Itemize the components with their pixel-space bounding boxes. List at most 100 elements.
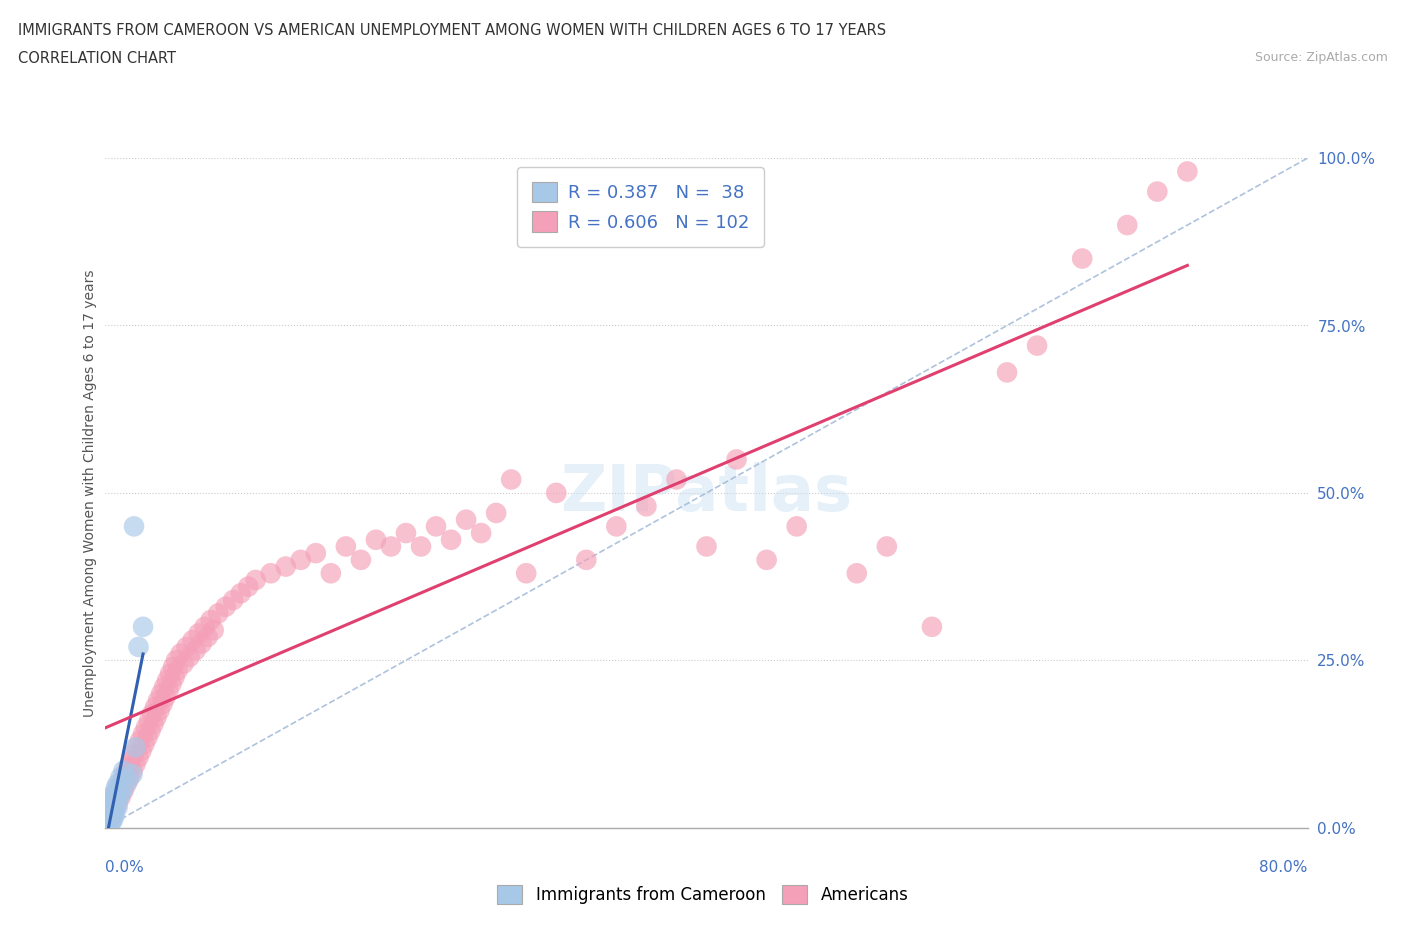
Point: [145, 710, 167, 724]
Point: [114, 766, 136, 781]
Point: [98, 817, 121, 831]
Point: [142, 716, 165, 731]
Point: [470, 525, 492, 540]
Point: [845, 565, 868, 580]
Point: [98, 807, 121, 822]
Point: [97, 799, 120, 814]
Point: [245, 573, 267, 588]
Point: [207, 606, 229, 621]
Point: [132, 619, 155, 634]
Point: [786, 519, 808, 534]
Point: [104, 797, 127, 812]
Point: [876, 539, 898, 554]
Point: [409, 539, 432, 554]
Text: CORRELATION CHART: CORRELATION CHART: [18, 51, 176, 66]
Point: [181, 632, 204, 647]
Point: [163, 670, 186, 684]
Point: [194, 619, 217, 634]
Point: [107, 800, 129, 815]
Point: [96, 815, 118, 830]
Point: [122, 747, 145, 762]
Point: [131, 743, 153, 758]
Point: [107, 777, 129, 791]
Point: [98, 804, 121, 818]
Point: [138, 713, 160, 728]
Point: [101, 805, 124, 820]
Point: [129, 733, 152, 748]
Point: [110, 770, 132, 785]
Point: [222, 592, 245, 607]
Point: [104, 787, 127, 802]
Point: [1146, 184, 1168, 199]
Point: [260, 565, 283, 580]
Point: [143, 699, 166, 714]
Point: [636, 498, 658, 513]
Point: [108, 790, 131, 805]
Point: [125, 740, 148, 755]
Point: [115, 777, 138, 791]
Text: Source: ZipAtlas.com: Source: ZipAtlas.com: [1254, 51, 1388, 64]
Point: [485, 506, 508, 521]
Point: [197, 630, 219, 644]
Point: [117, 774, 139, 789]
Point: [395, 525, 418, 540]
Point: [96, 810, 118, 825]
Point: [274, 559, 297, 574]
Point: [157, 683, 180, 698]
Point: [440, 532, 463, 547]
Point: [132, 726, 155, 741]
Text: IMMIGRANTS FROM CAMEROON VS AMERICAN UNEMPLOYMENT AMONG WOMEN WITH CHILDREN AGES: IMMIGRANTS FROM CAMEROON VS AMERICAN UNE…: [18, 23, 886, 38]
Point: [100, 810, 122, 825]
Point: [112, 781, 135, 796]
Text: 80.0%: 80.0%: [1260, 860, 1308, 875]
Point: [350, 552, 373, 567]
Point: [101, 792, 124, 807]
Legend: Immigrants from Cameroon, Americans: Immigrants from Cameroon, Americans: [489, 876, 917, 912]
Point: [160, 676, 183, 691]
Point: [97, 812, 120, 827]
Point: [169, 646, 191, 661]
Point: [575, 552, 598, 567]
Point: [134, 737, 156, 751]
Point: [995, 365, 1018, 379]
Point: [725, 452, 748, 467]
Point: [96, 805, 118, 820]
Point: [97, 818, 120, 833]
Point: [124, 740, 146, 755]
Point: [335, 539, 357, 554]
Point: [104, 780, 127, 795]
Point: [117, 760, 139, 775]
Point: [122, 519, 145, 534]
Point: [290, 552, 312, 567]
Text: ZIPatlas: ZIPatlas: [561, 462, 852, 524]
Point: [128, 750, 150, 764]
Point: [696, 539, 718, 554]
Point: [112, 783, 135, 798]
Point: [110, 787, 132, 802]
Point: [150, 686, 173, 701]
Point: [103, 804, 125, 818]
Point: [162, 659, 184, 674]
Point: [96, 817, 118, 831]
Point: [515, 565, 537, 580]
Point: [380, 539, 402, 554]
Legend: R = 0.387   N =  38, R = 0.606   N = 102: R = 0.387 N = 38, R = 0.606 N = 102: [517, 167, 763, 246]
Point: [546, 485, 568, 500]
Point: [135, 720, 157, 735]
Point: [214, 599, 236, 614]
Text: 0.0%: 0.0%: [105, 860, 145, 875]
Point: [100, 815, 122, 830]
Point: [146, 693, 169, 708]
Point: [118, 770, 141, 785]
Point: [229, 586, 252, 601]
Point: [128, 640, 150, 655]
Point: [665, 472, 688, 487]
Point: [110, 790, 132, 805]
Point: [124, 757, 146, 772]
Point: [184, 643, 207, 658]
Point: [152, 697, 174, 711]
Point: [103, 786, 125, 801]
Point: [121, 766, 143, 781]
Point: [103, 808, 125, 823]
Point: [364, 532, 387, 547]
